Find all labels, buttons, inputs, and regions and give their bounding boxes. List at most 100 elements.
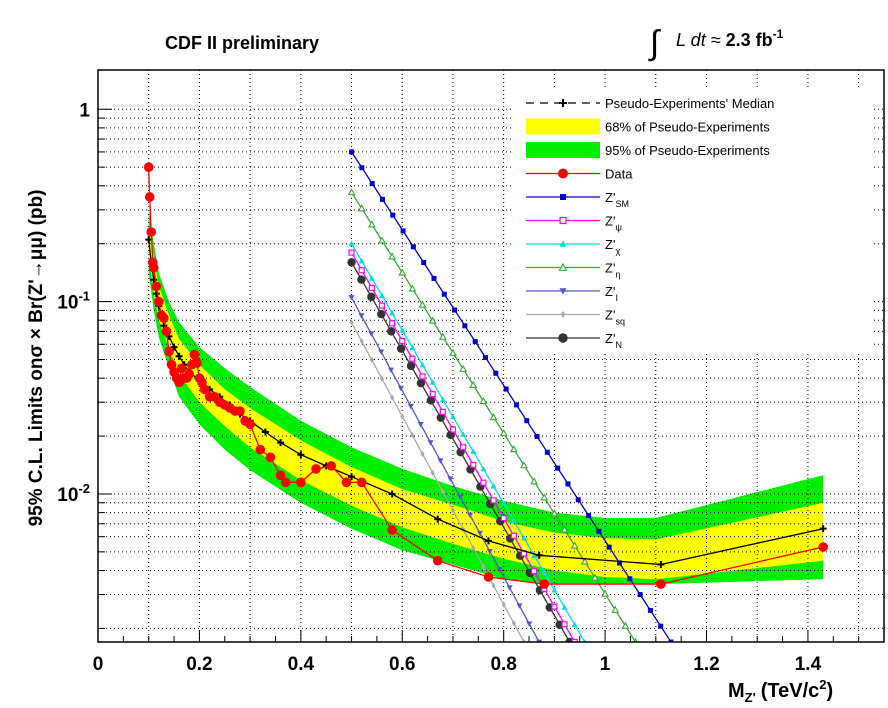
circle-marker xyxy=(281,477,291,487)
luminosity-prefix: L dt ≈ xyxy=(676,30,726,50)
hexagon-marker xyxy=(387,327,395,335)
circle-marker xyxy=(145,192,155,202)
x-axis-label-sub: Z' xyxy=(745,690,756,705)
square-marker xyxy=(349,149,354,154)
circle-marker xyxy=(311,464,321,474)
circle-marker xyxy=(326,461,336,471)
circle-marker xyxy=(656,579,666,589)
triangle-marker xyxy=(551,587,557,592)
open-square-marker xyxy=(491,498,496,503)
circle-marker xyxy=(162,327,172,337)
open-square-marker xyxy=(369,285,374,290)
open-square-marker xyxy=(532,569,537,574)
open-square-marker xyxy=(420,374,425,379)
x-axis-label-units-exp: 2 xyxy=(819,677,826,692)
open-triangle-marker xyxy=(470,382,476,387)
triangle-marker xyxy=(562,604,568,609)
open-square-marker xyxy=(400,339,405,344)
legend: Pseudo-Experiments' Median68% of Pseudo-… xyxy=(512,88,872,351)
open-square-marker xyxy=(562,622,567,627)
circle-marker xyxy=(484,572,494,582)
open-square-marker xyxy=(552,604,557,609)
open-square-marker xyxy=(511,533,516,538)
circle-marker xyxy=(266,453,276,463)
down-triangle-marker xyxy=(447,476,453,481)
square-marker xyxy=(586,513,591,518)
square-marker xyxy=(638,592,643,597)
triangle-marker xyxy=(359,258,365,263)
square-marker xyxy=(370,181,375,186)
triangle-marker xyxy=(450,414,456,419)
triangle-marker xyxy=(470,449,476,454)
triangle-marker xyxy=(440,397,446,402)
open-square-marker xyxy=(390,321,395,326)
x-tick-label: 0.4 xyxy=(288,654,315,675)
down-triangle-marker xyxy=(358,313,364,318)
x-tick-label: 1.4 xyxy=(795,654,822,675)
square-marker xyxy=(555,466,560,471)
square-marker xyxy=(565,481,570,486)
circle-marker xyxy=(818,542,828,552)
down-triangle-marker xyxy=(388,368,394,373)
square-marker xyxy=(390,213,395,218)
square-marker xyxy=(596,529,601,534)
circle-marker xyxy=(539,579,549,589)
open-square-marker xyxy=(461,445,466,450)
open-square-marker xyxy=(481,480,486,485)
hexagon-marker xyxy=(558,333,567,342)
square-marker xyxy=(359,165,364,170)
x-tick-label: 1.2 xyxy=(693,654,719,675)
triangle-marker xyxy=(430,379,436,384)
luminosity-label: ∫ L dt ≈ 2.3 fb-1 xyxy=(648,24,784,62)
x-tick-label: 0.8 xyxy=(490,654,516,675)
square-marker xyxy=(658,624,663,629)
square-marker xyxy=(380,197,385,202)
hexagon-marker xyxy=(347,258,355,266)
integral-sign: ∫ xyxy=(648,24,661,62)
open-square-marker xyxy=(560,218,566,224)
circle-marker xyxy=(357,477,367,487)
luminosity-value: 2.3 fb xyxy=(726,30,773,50)
circle-marker xyxy=(154,297,164,307)
down-triangle-marker xyxy=(378,350,384,355)
circle-marker xyxy=(296,477,306,487)
triangle-marker xyxy=(420,362,426,367)
circle-marker xyxy=(235,406,245,416)
square-marker xyxy=(504,387,509,392)
triangle-marker xyxy=(480,466,486,471)
circle-marker xyxy=(255,445,265,455)
hexagon-marker xyxy=(397,344,405,352)
square-marker xyxy=(493,371,498,376)
open-square-marker xyxy=(379,303,384,308)
open-square-marker xyxy=(471,462,476,467)
square-marker xyxy=(411,244,416,249)
legend-label: Data xyxy=(605,167,633,182)
hexagon-marker xyxy=(377,310,385,318)
square-marker xyxy=(401,228,406,233)
down-triangle-marker xyxy=(398,386,404,391)
square-marker xyxy=(560,194,566,200)
x-tick-label: 0 xyxy=(93,654,104,675)
x-tick-label: 1 xyxy=(600,654,611,675)
down-triangle-marker xyxy=(526,621,532,626)
square-marker xyxy=(648,608,653,613)
y-tick-label: 10-1 xyxy=(57,289,90,314)
square-marker xyxy=(627,576,632,581)
square-marker xyxy=(452,308,457,313)
open-square-marker xyxy=(450,427,455,432)
x-axis-label-units: (TeV/c xyxy=(761,680,820,702)
square-marker xyxy=(483,355,488,360)
circle-marker xyxy=(387,525,397,535)
legend-label: 95% of Pseudo-Experiments xyxy=(605,143,770,158)
y-tick-label: 1 xyxy=(79,100,90,121)
y-tick-label: 10-2 xyxy=(57,481,90,506)
square-marker xyxy=(576,497,581,502)
svg-text:L dt ≈ 2.3 fb-1: L dt ≈ 2.3 fb-1 xyxy=(676,27,784,50)
open-square-marker xyxy=(430,392,435,397)
down-triangle-marker xyxy=(507,585,513,590)
open-triangle-marker xyxy=(349,189,355,194)
square-marker xyxy=(442,292,447,297)
legend-label: 68% of Pseudo-Experiments xyxy=(605,120,770,135)
square-marker xyxy=(431,276,436,281)
